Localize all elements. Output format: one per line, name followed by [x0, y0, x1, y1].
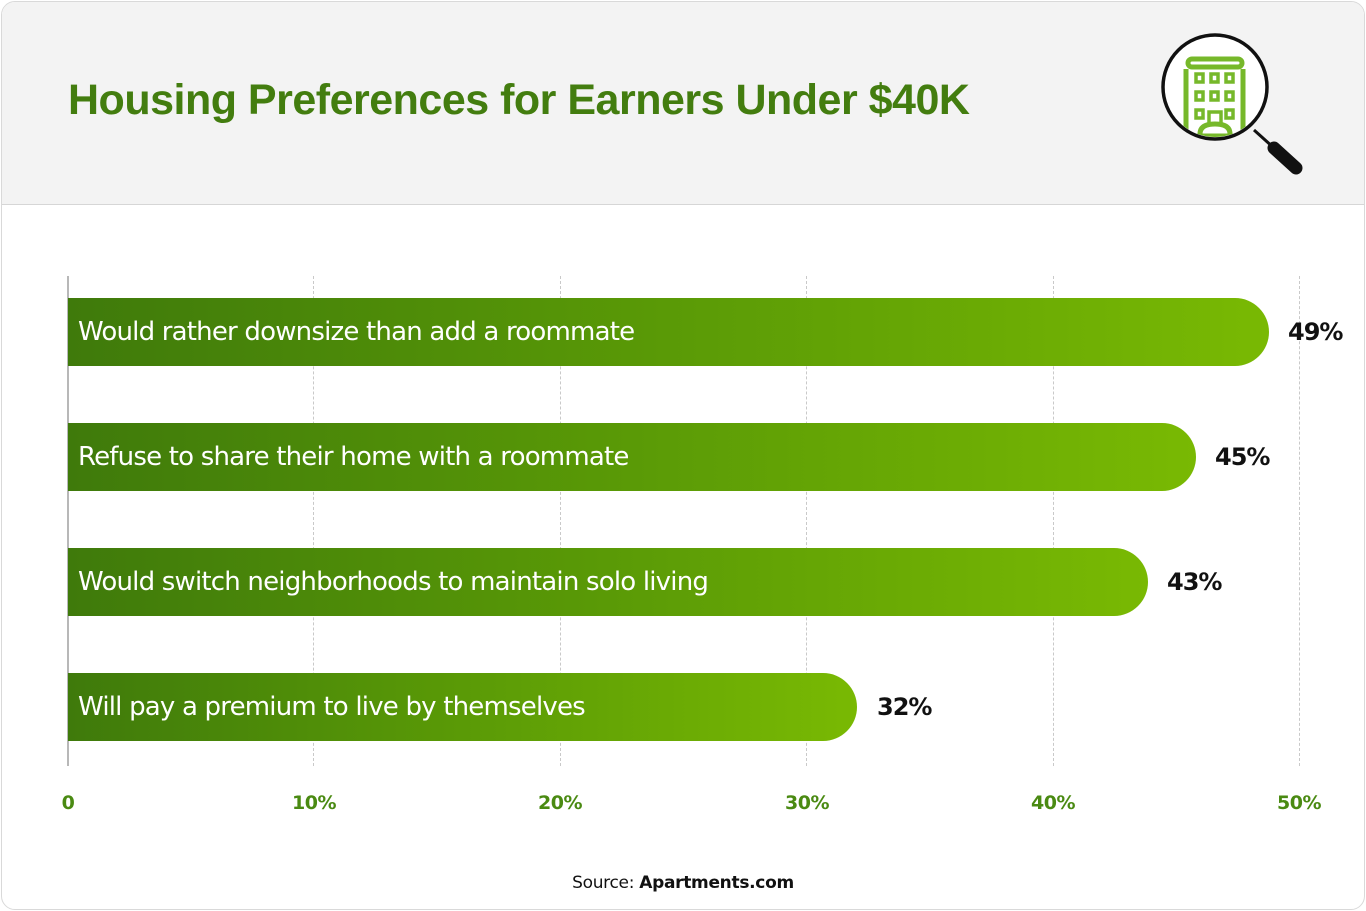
- building-magnifier-icon: [1154, 30, 1314, 180]
- x-tick-0: 0: [61, 792, 75, 814]
- gridline-50: [1299, 276, 1300, 766]
- value-label: 43%: [1167, 568, 1222, 596]
- bar-switch-neighborhoods: Would switch neighborhoods to maintain s…: [68, 548, 1148, 616]
- x-tick-20: 20%: [538, 792, 582, 814]
- bar-label: Refuse to share their home with a roomma…: [78, 442, 629, 472]
- x-tick-30: 30%: [785, 792, 829, 814]
- source-name: Apartments.com: [639, 873, 794, 893]
- gridline-40: [1053, 276, 1054, 766]
- x-tick-50: 50%: [1277, 792, 1321, 814]
- page-title: Housing Preferences for Earners Under $4…: [68, 76, 970, 124]
- bar-label: Will pay a premium to live by themselves: [78, 692, 586, 722]
- value-label: 45%: [1215, 443, 1270, 471]
- x-tick-10: 10%: [292, 792, 336, 814]
- gridline-20: [560, 276, 561, 766]
- source-prefix: Source:: [572, 873, 640, 893]
- bar-chart: Would rather downsize than add a roommat…: [67, 276, 1343, 766]
- header: Housing Preferences for Earners Under $4…: [2, 2, 1364, 205]
- bar-label: Would rather downsize than add a roommat…: [78, 317, 635, 347]
- x-tick-40: 40%: [1031, 792, 1075, 814]
- value-label: 49%: [1288, 318, 1343, 346]
- bar-downsize: Would rather downsize than add a roommat…: [68, 298, 1269, 366]
- gridline-10: [313, 276, 314, 766]
- y-axis-line: [67, 276, 69, 766]
- bar-label: Would switch neighborhoods to maintain s…: [78, 567, 709, 597]
- bar-pay-premium: Will pay a premium to live by themselves: [68, 673, 857, 741]
- source-note: Source: Apartments.com: [2, 873, 1364, 893]
- gridline-30: [806, 276, 807, 766]
- value-label: 32%: [877, 693, 932, 721]
- bar-refuse-share: Refuse to share their home with a roomma…: [68, 423, 1196, 491]
